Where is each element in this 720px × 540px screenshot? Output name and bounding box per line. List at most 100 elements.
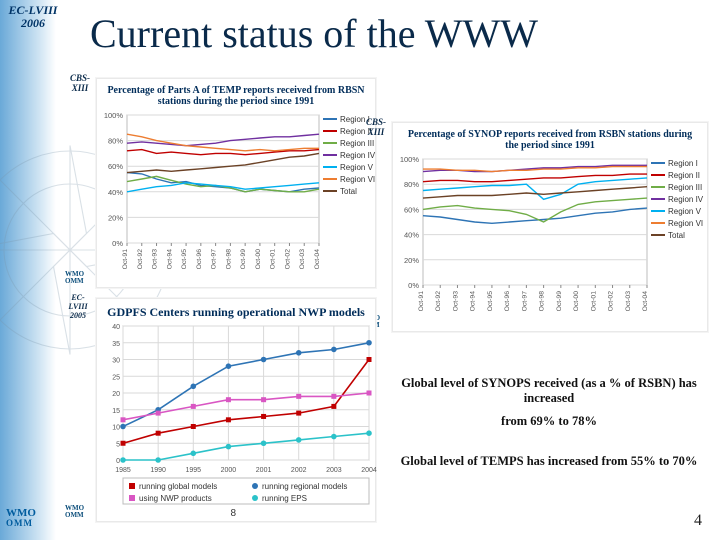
slide: EC-LVIII 2006 WMO OMM Current status of … [0, 0, 720, 540]
svg-text:2001: 2001 [256, 467, 272, 474]
svg-text:Total: Total [340, 187, 357, 196]
footnote-temps: Global level of TEMPS has increased from… [394, 454, 704, 469]
panel-temp-title: Percentage of Parts A of TEMP reports re… [97, 79, 375, 109]
svg-text:2002: 2002 [291, 467, 307, 474]
panel-gdpfs-chart: 0 5 10 15 20 25 30 35 40 1985 1990 1995 2000 2001 2002… [97, 322, 375, 508]
svg-text:80%: 80% [404, 180, 419, 189]
svg-text:Oct-95: Oct-95 [181, 249, 188, 270]
panel-temp: CBS-XIII Percentage of Parts A of TEMP r… [96, 78, 376, 288]
svg-text:Oct-01: Oct-01 [590, 291, 597, 312]
svg-text:Total: Total [668, 231, 685, 240]
panel-gdpfs-wmo: WMOOMM [65, 505, 84, 519]
svg-text:Oct-92: Oct-92 [435, 291, 442, 312]
svg-text:40: 40 [112, 324, 120, 331]
svg-text:Oct-99: Oct-99 [556, 291, 563, 312]
svg-text:25: 25 [112, 374, 120, 381]
svg-text:running EPS: running EPS [262, 494, 307, 503]
svg-text:35: 35 [112, 341, 120, 348]
svg-text:Oct-93: Oct-93 [152, 249, 159, 270]
svg-text:Oct-97: Oct-97 [521, 291, 528, 312]
svg-text:Oct-04: Oct-04 [642, 291, 649, 312]
svg-text:5: 5 [116, 441, 120, 448]
svg-text:Oct-96: Oct-96 [196, 249, 203, 270]
panel-synop-badge: CBS-XIII [361, 117, 391, 137]
svg-text:2003: 2003 [326, 467, 342, 474]
svg-text:80%: 80% [108, 137, 123, 146]
svg-text:40%: 40% [108, 188, 123, 197]
svg-text:Region V: Region V [340, 163, 374, 172]
omm-text: OMM [6, 519, 36, 528]
svg-text:20: 20 [112, 391, 120, 398]
svg-text:Oct-93: Oct-93 [452, 291, 459, 312]
svg-text:Region III: Region III [668, 183, 702, 192]
svg-text:60%: 60% [108, 162, 123, 171]
svg-text:Oct-91: Oct-91 [122, 249, 129, 270]
svg-text:using NWP products: using NWP products [139, 494, 212, 503]
svg-text:100%: 100% [104, 111, 124, 120]
svg-text:Region IV: Region IV [340, 151, 376, 160]
panel-gdpfs-title: GDPFS Centers running operational NWP mo… [97, 299, 375, 322]
svg-text:Oct-97: Oct-97 [211, 249, 218, 270]
footnote-synops-delta: from 69% to 78% [394, 414, 704, 429]
svg-text:15: 15 [112, 408, 120, 415]
svg-text:Region III: Region III [340, 139, 374, 148]
panel-temp-chart: 0% 20% 40% 60% 80% 100% Oct-91 Oct-92 Oct-93 Oct-… [97, 109, 375, 279]
svg-text:Oct-00: Oct-00 [255, 249, 262, 270]
svg-text:Oct-94: Oct-94 [166, 249, 173, 270]
svg-text:1990: 1990 [150, 467, 166, 474]
panel-synop-chart: 0% 20% 40% 60% 80% 100% Oct-91 Oct-92 Oct-93 Oct-… [393, 153, 707, 321]
svg-text:Oct-98: Oct-98 [225, 249, 232, 270]
ec-year: 2006 [2, 17, 64, 30]
svg-text:10: 10 [112, 425, 120, 432]
svg-text:running global models: running global models [139, 482, 217, 491]
svg-text:60%: 60% [404, 205, 419, 214]
svg-text:0: 0 [116, 458, 120, 465]
svg-text:100%: 100% [400, 155, 420, 164]
svg-text:Oct-99: Oct-99 [240, 249, 247, 270]
ec-code: EC-LVIII [9, 3, 58, 17]
svg-text:Region VI: Region VI [668, 219, 703, 228]
svg-text:Oct-94: Oct-94 [470, 291, 477, 312]
svg-text:Oct-98: Oct-98 [539, 291, 546, 312]
svg-text:Oct-96: Oct-96 [504, 291, 511, 312]
panel-synop-title: Percentage of SYNOP reports received fro… [393, 123, 707, 153]
svg-text:running regional models: running regional models [262, 482, 347, 491]
panel-gdpfs-badge: EC-LVIII 2005 [63, 293, 93, 320]
svg-text:0%: 0% [408, 281, 419, 290]
svg-text:Oct-92: Oct-92 [137, 249, 144, 270]
svg-text:Oct-02: Oct-02 [608, 291, 615, 312]
panel-temp-wmo: WMOOMM [65, 271, 84, 285]
panel-synop: CBS-XIII Percentage of SYNOP reports rec… [392, 122, 708, 332]
svg-text:Oct-03: Oct-03 [625, 291, 632, 312]
header-ec-label: EC-LVIII 2006 [0, 0, 66, 34]
svg-text:20%: 20% [404, 256, 419, 265]
svg-text:40%: 40% [404, 231, 419, 240]
svg-text:Region II: Region II [668, 171, 700, 180]
svg-text:Region I: Region I [668, 159, 698, 168]
svg-text:20%: 20% [108, 213, 123, 222]
svg-text:Oct-04: Oct-04 [314, 249, 321, 270]
svg-text:0%: 0% [112, 239, 123, 248]
panel-gdpfs: EC-LVIII 2005 GDPFS Centers running oper… [96, 298, 376, 522]
svg-text:Region V: Region V [668, 207, 702, 216]
svg-text:Oct-95: Oct-95 [487, 291, 494, 312]
svg-text:Oct-03: Oct-03 [299, 249, 306, 270]
left-gradient-band [0, 0, 56, 540]
svg-text:Oct-02: Oct-02 [284, 249, 291, 270]
svg-text:Region VI: Region VI [340, 175, 375, 184]
svg-text:2004: 2004 [361, 467, 377, 474]
svg-text:30: 30 [112, 358, 120, 365]
slide-number: 4 [694, 512, 702, 530]
slide-title: Current status of the WWW [90, 10, 538, 57]
panel-temp-badge: CBS-XIII [65, 73, 95, 93]
panel-gdpfs-number: 8 [230, 508, 236, 519]
svg-text:Oct-91: Oct-91 [418, 291, 425, 312]
footnote-synops: Global level of SYNOPS received (as a % … [394, 376, 704, 406]
svg-text:Oct-00: Oct-00 [573, 291, 580, 312]
svg-text:1985: 1985 [115, 467, 131, 474]
wmo-logo: WMO OMM [6, 508, 36, 528]
svg-text:2000: 2000 [221, 467, 237, 474]
svg-text:Oct-01: Oct-01 [270, 249, 277, 270]
svg-text:Region IV: Region IV [668, 195, 704, 204]
svg-text:1995: 1995 [185, 467, 201, 474]
